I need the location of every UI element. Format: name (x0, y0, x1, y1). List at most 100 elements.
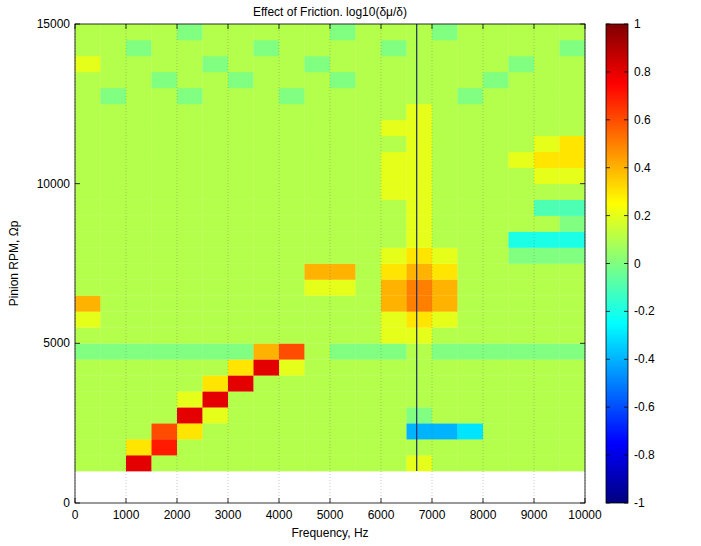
cell (177, 327, 203, 343)
cell (228, 152, 254, 168)
colorbar-tick (606, 71, 610, 72)
cell (101, 343, 127, 359)
cell (381, 184, 407, 200)
cell (177, 136, 203, 152)
cell (75, 56, 101, 72)
x-tick (483, 498, 484, 503)
cell (126, 40, 152, 56)
cell (483, 104, 509, 120)
cell (534, 152, 560, 168)
cell (305, 72, 331, 88)
cell (228, 248, 254, 264)
cell (177, 56, 203, 72)
cell (203, 327, 229, 343)
cell (305, 216, 331, 232)
cell (483, 375, 509, 391)
cell (101, 40, 127, 56)
cell (228, 200, 254, 216)
cell (356, 152, 382, 168)
cell (177, 232, 203, 248)
cell (356, 248, 382, 264)
colorbar-tick (624, 455, 628, 456)
cell (356, 327, 382, 343)
cell (305, 359, 331, 375)
cell (330, 375, 356, 391)
grid-line (483, 24, 484, 503)
grid-line (534, 24, 535, 503)
cell (509, 279, 535, 295)
cell (254, 295, 280, 311)
cell (305, 295, 331, 311)
cell (458, 375, 484, 391)
cell (560, 152, 586, 168)
cell (534, 200, 560, 216)
cell (432, 200, 458, 216)
cell (228, 359, 254, 375)
cell (101, 455, 127, 471)
x-tick-label: 7000 (419, 508, 446, 522)
cell (152, 88, 178, 104)
cell (407, 232, 433, 248)
cell (228, 423, 254, 439)
cell (75, 72, 101, 88)
cell (560, 391, 586, 407)
cell (381, 375, 407, 391)
cell (126, 423, 152, 439)
cell (509, 136, 535, 152)
cell (228, 136, 254, 152)
cell (458, 152, 484, 168)
cell (305, 168, 331, 184)
cell (534, 24, 560, 40)
cell (483, 200, 509, 216)
cell (483, 232, 509, 248)
cell (432, 136, 458, 152)
cell (534, 88, 560, 104)
cell (305, 56, 331, 72)
cell (126, 232, 152, 248)
cell (228, 375, 254, 391)
cell (432, 40, 458, 56)
cell (509, 423, 535, 439)
cell (534, 311, 560, 327)
cell (305, 311, 331, 327)
cell (509, 455, 535, 471)
cell (254, 343, 280, 359)
grid-line (279, 24, 280, 503)
cell (228, 216, 254, 232)
cell (381, 152, 407, 168)
cell (254, 359, 280, 375)
cell (330, 327, 356, 343)
cell (509, 375, 535, 391)
cell (101, 152, 127, 168)
cell (75, 264, 101, 280)
cell (509, 88, 535, 104)
cell (407, 104, 433, 120)
cell (407, 24, 433, 40)
cell (330, 136, 356, 152)
colorbar-tick (624, 263, 628, 264)
cell (534, 216, 560, 232)
cell (458, 232, 484, 248)
cell (330, 295, 356, 311)
cell (458, 439, 484, 455)
cell (534, 359, 560, 375)
cell (356, 455, 382, 471)
reference-line (416, 24, 417, 471)
cell (152, 40, 178, 56)
cell (381, 88, 407, 104)
cell (356, 279, 382, 295)
cell (356, 184, 382, 200)
x-tick (534, 24, 535, 29)
cell (254, 24, 280, 40)
colorbar-tick (624, 311, 628, 312)
cell (75, 24, 101, 40)
cell (305, 407, 331, 423)
cell (509, 216, 535, 232)
cell (101, 423, 127, 439)
cell (534, 56, 560, 72)
cell (254, 375, 280, 391)
cell (560, 216, 586, 232)
cell (152, 168, 178, 184)
cell (101, 264, 127, 280)
cell (560, 343, 586, 359)
